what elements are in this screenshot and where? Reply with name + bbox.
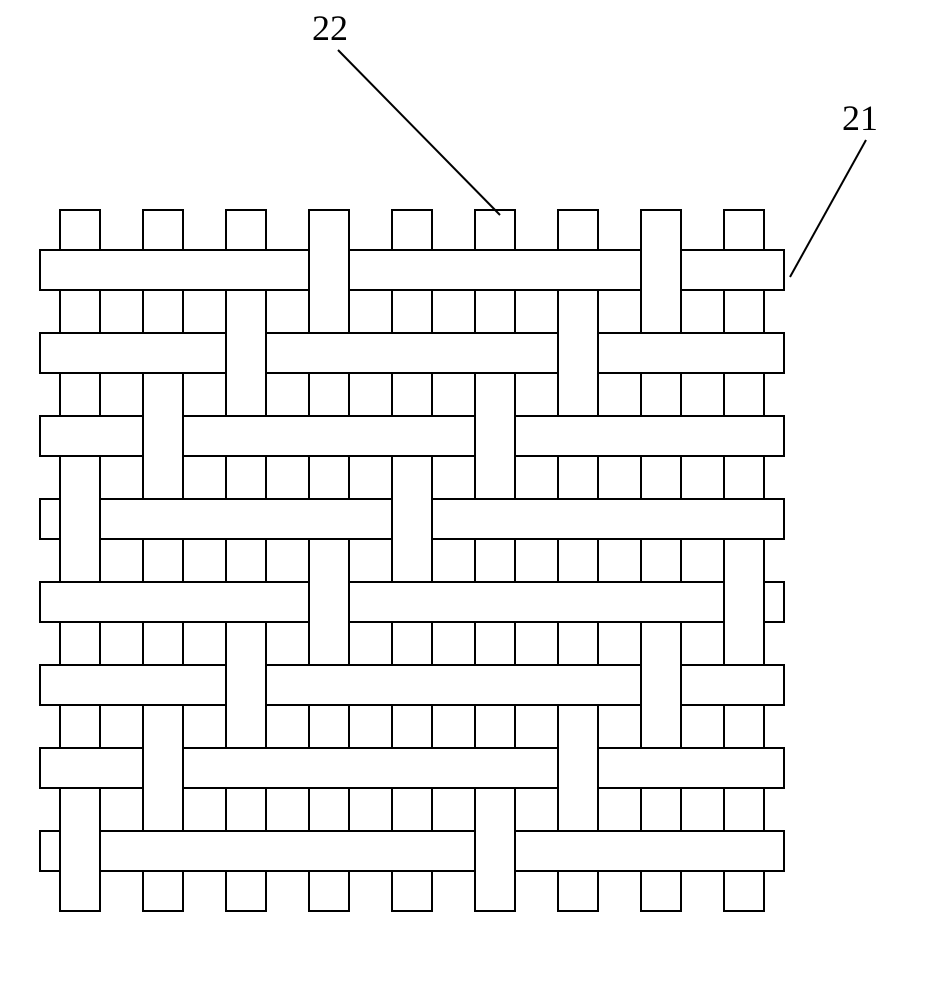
leader-line: [790, 140, 866, 277]
callout-label: 21: [842, 98, 878, 138]
leader-line: [338, 50, 500, 215]
callout-label: 22: [312, 8, 348, 48]
